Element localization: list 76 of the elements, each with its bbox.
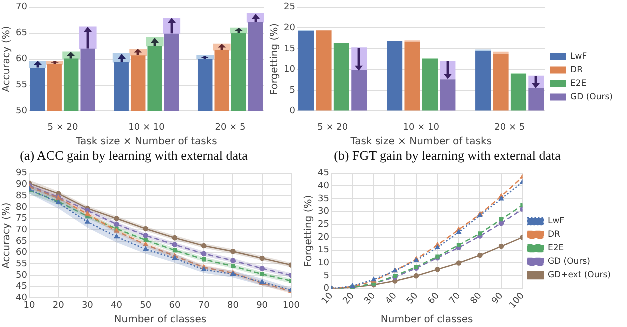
x-tick-label: 30 <box>363 291 378 307</box>
x-tick-label: 80 <box>227 300 240 311</box>
x-axis-title: Task size × Number of tasks <box>350 136 492 148</box>
y-tick-label: 0 <box>290 106 296 117</box>
legend-label: LwF <box>570 52 588 62</box>
legend-label: GD (Ours) <box>548 257 590 268</box>
x-tick-label: 90 <box>490 291 506 307</box>
x-tick-label: 40 <box>384 291 400 307</box>
x-tick-label: 20 × 5 <box>494 122 526 133</box>
x-tick-label: 10 × 10 <box>128 122 166 133</box>
legend-label: GD (Ours) <box>570 92 613 102</box>
y-tick-label: 60 <box>16 248 28 258</box>
y-tick-label: 45 <box>16 282 28 292</box>
x-tick-label: 60 <box>169 300 181 311</box>
y-tick-label: 15 <box>284 44 296 54</box>
text: (b) FGT gain by learning with external data <box>333 148 562 164</box>
y-tick-label: 80 <box>16 202 28 213</box>
text: (a) ACC gain by learning with external data <box>19 148 249 164</box>
x-tick-label: 80 <box>469 291 484 307</box>
x-tick-label: 60 <box>426 291 442 307</box>
y-tick-label: 60 <box>16 54 28 65</box>
y-tick-label: 65 <box>16 28 28 39</box>
y-tick-label: 65 <box>16 236 28 247</box>
x-tick-label: 5 × 20 <box>48 122 78 133</box>
x-tick-label: 70 <box>198 300 210 311</box>
y-axis-title: Forgetting (%) <box>304 195 315 268</box>
y-tick-label: 10 <box>284 65 296 76</box>
y-tick-label: 5 <box>324 271 330 282</box>
x-tick-label: 50 <box>140 300 152 311</box>
x-tick-label: 100 <box>282 300 300 311</box>
y-tick-label: 40 <box>318 182 330 192</box>
y-tick-label: 20 <box>284 24 296 34</box>
y-tick-label: 25 <box>284 2 296 13</box>
x-tick-label: 50 <box>406 291 421 307</box>
x-tick-label: 30 <box>82 300 94 311</box>
legend-label: GD+ext (Ours) <box>548 270 612 281</box>
x-axis-title: Number of classes <box>380 314 474 326</box>
y-tick-label: 55 <box>16 260 28 270</box>
x-tick-label: 5 × 20 <box>318 122 348 133</box>
x-tick-label: 20 × 5 <box>215 122 246 133</box>
legend-label: E2E <box>548 244 564 254</box>
y-tick-label: 35 <box>318 194 330 204</box>
x-tick-label: 70 <box>448 291 464 307</box>
legend-label: DR <box>548 230 561 240</box>
y-axis-title: Accuracy (%) <box>2 202 13 269</box>
y-tick-label: 75 <box>16 214 28 224</box>
x-tick-label: 10 <box>24 300 36 311</box>
y-axis-title: Forgetting (%) <box>270 23 281 96</box>
y-tick-label: 50 <box>16 270 28 281</box>
y-tick-label: 70 <box>16 2 28 13</box>
x-tick-label: 100 <box>508 291 527 311</box>
y-tick-label: 95 <box>16 168 28 179</box>
y-tick-label: 20 <box>318 232 330 243</box>
y-tick-label: 15 <box>318 246 330 256</box>
x-tick-label: 40 <box>111 300 123 311</box>
legend-label: LwF <box>548 216 565 227</box>
y-tick-label: 10 <box>318 258 330 269</box>
y-tick-label: 0 <box>324 284 330 294</box>
legend-label: DR <box>570 65 584 76</box>
y-tick-label: 5 <box>290 86 296 96</box>
x-tick-label: 90 <box>256 300 268 311</box>
y-tick-label: 55 <box>16 80 28 91</box>
y-tick-label: 50 <box>16 106 28 117</box>
legend-label: E2E <box>570 78 587 89</box>
x-tick-label: 20 <box>52 300 65 311</box>
x-axis-title: Number of classes <box>114 314 207 326</box>
y-tick-label: 45 <box>318 168 330 179</box>
y-tick-label: 30 <box>318 207 330 218</box>
y-tick-label: 70 <box>16 225 28 236</box>
x-tick-label: 20 <box>342 291 357 307</box>
y-axis-title: Accuracy (%) <box>2 26 13 92</box>
y-tick-label: 85 <box>16 191 28 202</box>
y-tick-label: 90 <box>16 180 28 190</box>
y-tick-label: 25 <box>318 220 330 230</box>
x-axis-title: Task size × Number of tasks <box>75 136 218 148</box>
x-tick-label: 10 × 10 <box>403 122 440 133</box>
